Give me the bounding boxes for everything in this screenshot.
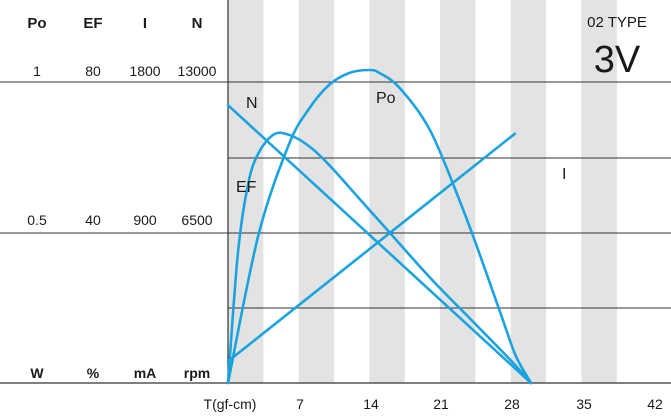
stripe-bands [228, 0, 617, 383]
voltage-label: 3V [594, 39, 641, 81]
scale-mid-i: 900 [133, 212, 157, 228]
series-label-n: N [246, 95, 258, 112]
series-line-n [226, 103, 533, 385]
x-tick-28: 28 [504, 396, 520, 412]
x-tick-7: 7 [296, 396, 304, 412]
grid-lines [0, 0, 671, 384]
scale-mid-po: 0.5 [27, 212, 47, 228]
scale-top-i: 1800 [129, 63, 160, 79]
series-line-i [226, 132, 517, 363]
series-label-ef: EF [236, 179, 257, 196]
unit-ma: mA [134, 365, 157, 381]
x-tick-14: 14 [363, 396, 379, 412]
x-axis-label: T(gf-cm) [204, 396, 257, 412]
x-tick-35: 35 [576, 396, 592, 412]
stripe-band [510, 0, 547, 383]
series-curves [226, 68, 533, 385]
stripe-band [581, 0, 617, 383]
model-type-label: 02 TYPE [587, 14, 647, 31]
scale-top-n: 13000 [178, 63, 217, 79]
unit-rpm: rpm [184, 365, 210, 381]
col-header-i: I [143, 15, 147, 32]
series-line-ef [226, 131, 533, 385]
scale-top-po: 1 [33, 63, 41, 79]
unit-percent: % [87, 365, 100, 381]
scale-top-ef: 80 [85, 63, 101, 79]
col-header-ef: EF [83, 15, 102, 32]
stripe-band [369, 0, 405, 383]
x-tick-21: 21 [433, 396, 449, 412]
series-label-po: Po [376, 90, 396, 107]
series-line-po [226, 68, 533, 385]
series-label-i: I [562, 166, 566, 183]
col-header-po: Po [27, 15, 46, 32]
unit-w: W [30, 365, 44, 381]
x-tick-42: 42 [647, 396, 663, 412]
scale-mid-n: 6500 [181, 212, 212, 228]
scale-mid-ef: 40 [85, 212, 101, 228]
col-header-n: N [192, 15, 203, 32]
stripe-band [298, 0, 335, 383]
